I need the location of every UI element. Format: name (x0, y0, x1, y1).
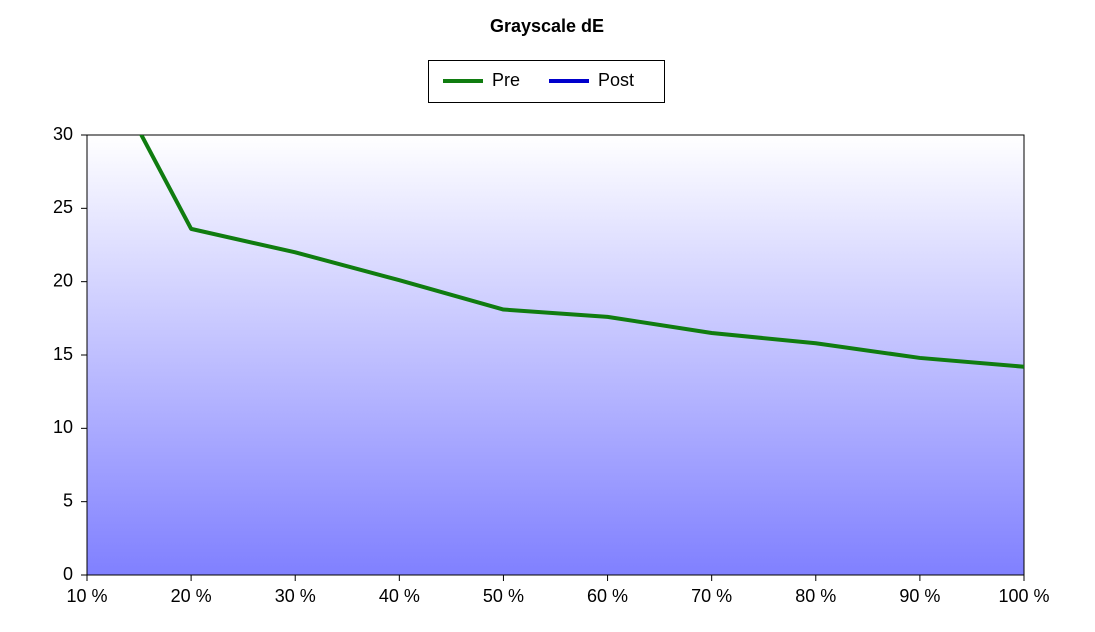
x-tick-label: 40 % (379, 586, 420, 606)
y-tick-label: 0 (63, 564, 73, 584)
y-tick-label: 5 (63, 490, 73, 510)
x-tick-label: 10 % (66, 586, 107, 606)
y-tick-label: 25 (53, 197, 73, 217)
chart-title: Grayscale dE (490, 16, 604, 36)
plot-area (86, 134, 1025, 576)
x-tick-label: 60 % (587, 586, 628, 606)
x-tick-label: 20 % (171, 586, 212, 606)
line (139, 135, 1024, 369)
x-tick-label: 90 % (899, 586, 940, 606)
y-tick-label: 20 (53, 270, 73, 290)
x-tick-label: 50 % (483, 586, 524, 606)
x-tick-label: 70 % (691, 586, 732, 606)
y-tick-label: 10 (53, 417, 73, 437)
legend-label: Post (598, 70, 634, 90)
y-tick-label: 15 (53, 344, 73, 364)
legend-label: Pre (492, 70, 520, 90)
x-tick-label: 100 % (998, 586, 1049, 606)
x-tick-label: 30 % (275, 586, 316, 606)
x-tick-label: 80 % (795, 586, 836, 606)
y-tick-label: 30 (53, 124, 73, 144)
